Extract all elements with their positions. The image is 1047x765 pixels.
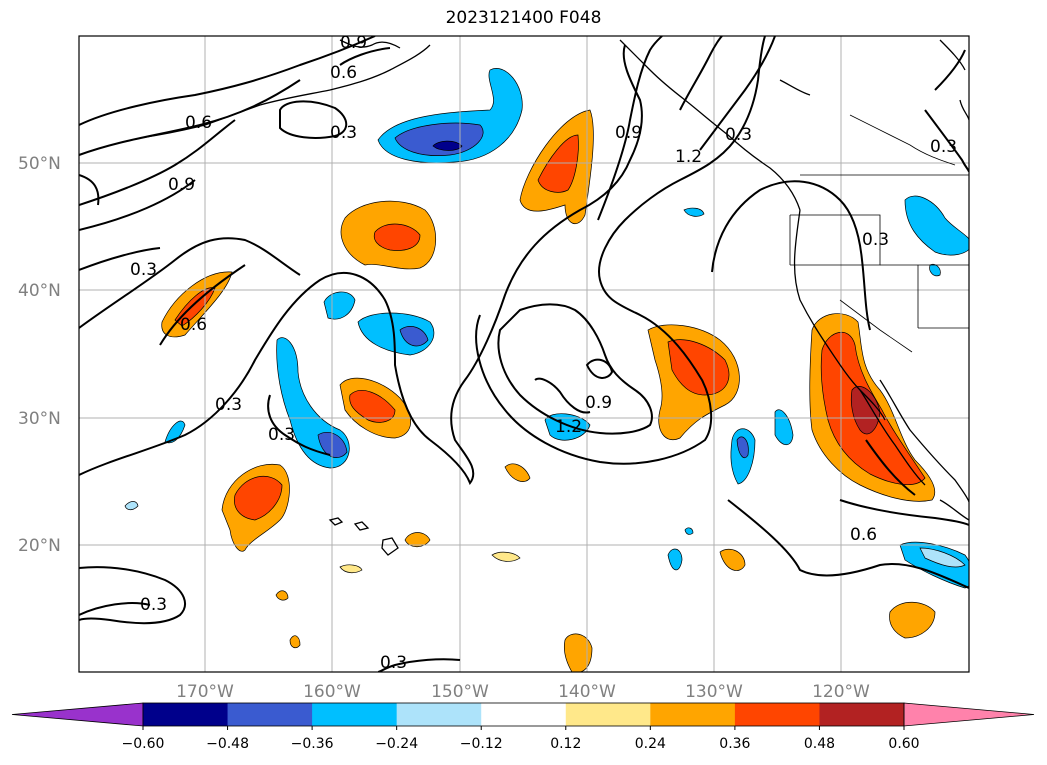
colorbar-tick-label: −0.36 xyxy=(291,736,334,752)
colorbar-swatch xyxy=(227,703,313,726)
lon-label: 170°W xyxy=(176,682,234,702)
colorbar-extend-max xyxy=(903,702,1035,727)
contour-label: 0.3 xyxy=(862,230,889,250)
colorbar-swatch xyxy=(819,703,905,726)
colorbar-outline xyxy=(142,702,905,727)
colorbar-tick-label: 0.48 xyxy=(804,736,835,752)
latitude-labels: 50°N 40°N 30°N 20°N xyxy=(18,154,61,556)
colorbar-swatch xyxy=(143,703,229,726)
map-frame xyxy=(78,35,970,673)
contour-label: 0.9 xyxy=(615,123,642,143)
contour-label: 0.9 xyxy=(585,393,612,413)
contour-lines xyxy=(79,36,969,672)
lat-label: 30°N xyxy=(18,409,61,429)
colorbar-tick-label: −0.48 xyxy=(206,736,249,752)
colorbar-swatch xyxy=(481,703,567,726)
colorbar-tick-label: 0.60 xyxy=(888,736,919,752)
colorbar-tick-label: 0.24 xyxy=(635,736,666,752)
lon-label: 140°W xyxy=(558,682,616,702)
colorbar-swatch xyxy=(312,703,398,726)
contour-label: 0.3 xyxy=(130,260,157,280)
lon-label: 150°W xyxy=(431,682,489,702)
contour-label-group: 0.9 0.6 0.6 0.3 0.9 0.3 0.6 0.3 0.3 0.3 … xyxy=(130,33,957,673)
contour-label: 0.3 xyxy=(140,595,167,615)
colorbar-extend-min xyxy=(11,702,144,727)
map-title: 2023121400 F048 xyxy=(445,8,602,28)
colorbar-swatch xyxy=(396,703,482,726)
colorbar-swatch xyxy=(734,703,820,726)
contour-label: 0.6 xyxy=(330,63,357,83)
contour-label: 0.3 xyxy=(380,653,407,673)
contour-label: 0.6 xyxy=(850,525,877,545)
contour-label: 1.2 xyxy=(555,417,582,437)
colorbar-swatch xyxy=(565,703,651,726)
lat-label: 20°N xyxy=(18,536,61,556)
contour-label: 1.2 xyxy=(675,147,702,167)
colorbar-tick-label: −0.24 xyxy=(375,736,418,752)
colorbar-swatch xyxy=(650,703,736,726)
lon-label: 120°W xyxy=(812,682,870,702)
colorbar-tick-label: −0.60 xyxy=(122,736,165,752)
contour-label: 0.6 xyxy=(185,113,212,133)
contour-label: 0.9 xyxy=(340,33,367,53)
lat-label: 50°N xyxy=(18,154,61,174)
contour-label: 0.3 xyxy=(725,125,752,145)
contour-label: 0.3 xyxy=(330,123,357,143)
contour-label: 0.9 xyxy=(168,175,195,195)
contour-label: 0.3 xyxy=(215,395,242,415)
colorbar: −0.60 −0.48 −0.36 −0.24 −0.12 0.12 0.24 0.36 0.4… xyxy=(11,702,1035,752)
colorbar-tick-label: 0.12 xyxy=(550,736,581,752)
colorbar-tick-label: −0.12 xyxy=(460,736,503,752)
colorbar-tick-label: 0.36 xyxy=(719,736,750,752)
lon-label: 160°W xyxy=(303,682,361,702)
contour-label: 0.3 xyxy=(930,137,957,157)
longitude-labels: 170°W 160°W 150°W 140°W 130°W 120°W xyxy=(176,682,870,702)
contour-label: 0.6 xyxy=(180,315,207,335)
political-borders xyxy=(789,114,969,353)
lat-label: 40°N xyxy=(18,281,61,301)
graticule xyxy=(79,36,969,672)
lon-label: 130°W xyxy=(685,682,743,702)
coastlines xyxy=(139,39,969,556)
contour-label: 0.3 xyxy=(268,425,295,445)
